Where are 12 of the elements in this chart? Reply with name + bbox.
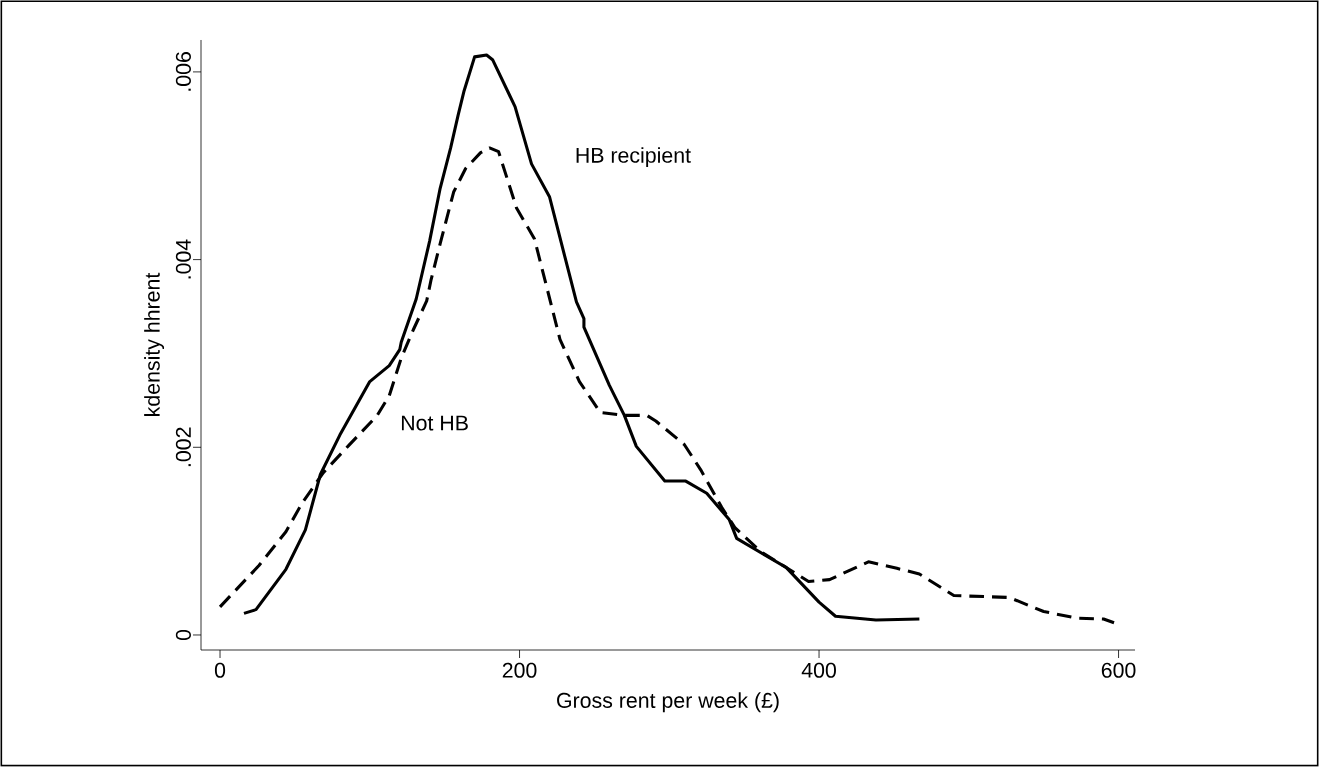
y-tick-label: .002 <box>175 427 191 467</box>
annotation: HB recipient <box>576 147 691 168</box>
x-axis-title: Gross rent per week (£) <box>557 692 779 713</box>
y-tick-label: 0 <box>175 629 191 641</box>
x-tick-label: 200 <box>502 662 537 678</box>
x-tick-label: 0 <box>214 662 226 678</box>
annotation: Not HB <box>401 415 468 431</box>
y-tick-label: .006 <box>175 52 191 91</box>
x-tick-label: 400 <box>801 662 836 678</box>
x-tick-label: 600 <box>1101 662 1136 678</box>
y-axis-title: kdensity hhrent <box>144 272 165 416</box>
y-tick-label: .004 <box>175 239 191 279</box>
